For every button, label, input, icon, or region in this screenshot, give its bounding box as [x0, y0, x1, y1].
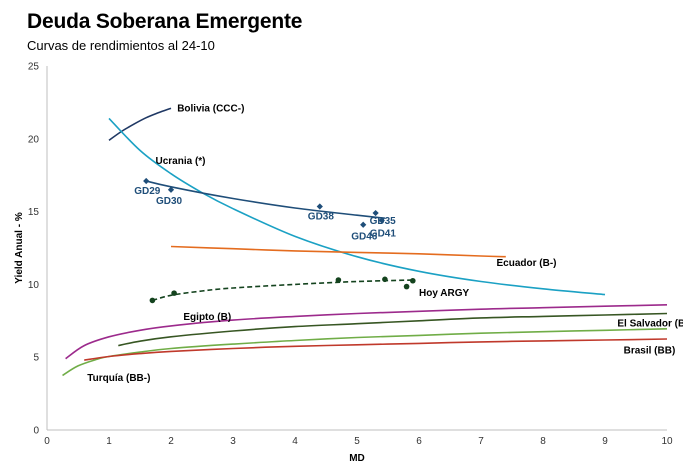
y-tick-label: 0	[33, 426, 39, 437]
curve-turquia-bb	[62, 328, 668, 377]
y-tick-label: 5	[33, 353, 39, 364]
bond-point-gd46	[360, 221, 367, 228]
y-tick-label: 10	[28, 280, 40, 291]
bond-point	[410, 277, 416, 284]
curve-egipto-b	[65, 304, 668, 360]
x-tick-label: 6	[416, 436, 422, 447]
x-tick-label: 2	[168, 436, 174, 447]
label-turquia-bb: Turquía (BB-)	[87, 373, 150, 384]
bond-point	[382, 276, 388, 283]
bond-point	[149, 297, 156, 304]
bond-label-gd46: GD46	[351, 232, 378, 243]
bond-label-gd38: GD38	[308, 212, 335, 223]
chart-title: Deuda Soberana Emergente	[27, 10, 303, 33]
bond-point	[335, 277, 342, 283]
label-egipto-b: Egipto (B)	[183, 312, 231, 323]
annotations: Bolivia (CCC-) Ucrania (*) Ecuador (B-) Egi…	[87, 104, 683, 384]
x-tick-label: 7	[478, 436, 484, 447]
bond-label-gd30: GD30	[156, 196, 183, 207]
bond-point-gd38	[316, 203, 323, 210]
x-tick-label: 8	[540, 436, 546, 447]
x-tick-label: 10	[661, 436, 673, 447]
y-axis-label: Yield Anual - %	[14, 212, 25, 284]
x-tick-label: 3	[230, 436, 236, 447]
y-tick-label: 20	[28, 134, 40, 145]
bond-point	[171, 290, 177, 296]
curve-bolivia-ccc	[108, 107, 172, 141]
y-tick-label: 25	[28, 62, 40, 73]
bond-fit-line	[146, 180, 385, 219]
label-ecuador-b: Ecuador (B-)	[497, 258, 557, 269]
bond-label-gd41: GD41	[370, 228, 397, 239]
x-tick-label: 9	[602, 436, 608, 447]
curve-brasil-bb	[84, 338, 668, 361]
bond-points: GD29GD30GD38GD46GD35GD41	[134, 177, 416, 304]
bond-point-gd30	[167, 186, 175, 193]
label-ucrania: Ucrania (*)	[156, 156, 206, 167]
curve-ecuador-b	[170, 245, 506, 258]
bond-label-gd29: GD29	[134, 186, 161, 197]
label-brasil-bb: Brasil (BB)	[624, 345, 676, 356]
x-tick-label: 0	[44, 436, 50, 447]
curve-el-salvador-b	[118, 312, 668, 347]
x-axis-label: MD	[349, 453, 365, 464]
label-bolivia-ccc: Bolivia (CCC-)	[177, 104, 244, 115]
axes: 0 1 2 3 4 5 6 7 8 9 10 0 5 10 15 20 25	[28, 62, 673, 448]
curve-ucrania	[108, 117, 606, 296]
curves	[62, 107, 668, 377]
bond-point	[403, 283, 410, 290]
x-tick-label: 4	[292, 436, 298, 447]
x-tick-label: 1	[106, 436, 112, 447]
label-hoy-argy: Hoy ARGY	[419, 288, 470, 299]
bond-point-gd29	[143, 177, 150, 185]
label-el-salvador-b: El Salvador (B-)	[617, 318, 683, 329]
chart-subtitle: Curvas de rendimientos al 24-10	[27, 38, 215, 53]
x-tick-label: 5	[354, 436, 360, 447]
y-tick-label: 15	[28, 207, 40, 218]
bond-fit-line	[152, 279, 413, 302]
